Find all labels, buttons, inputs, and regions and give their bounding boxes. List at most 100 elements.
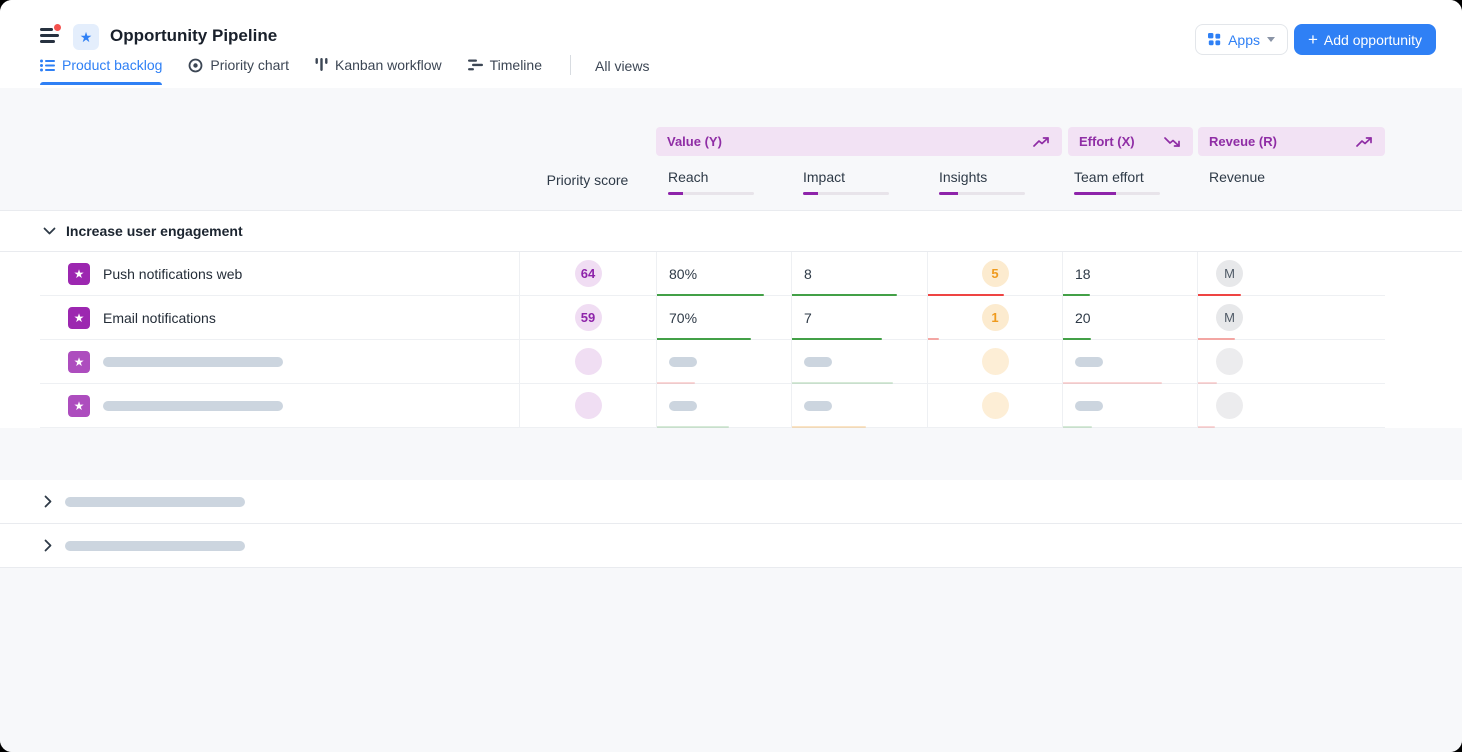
all-views-link[interactable]: All views — [595, 55, 649, 74]
impact-cell[interactable] — [791, 384, 927, 427]
app-window: ★ Opportunity Pipeline Apps + Add opport… — [0, 0, 1462, 752]
item-name: Email notifications — [103, 310, 216, 326]
revenue-cell[interactable]: M — [1197, 252, 1385, 295]
add-opportunity-button[interactable]: + Add opportunity — [1294, 24, 1436, 55]
impact-value-bar — [792, 426, 927, 429]
apps-grid-icon — [1208, 33, 1221, 46]
tabs-divider — [570, 55, 571, 75]
notification-dot — [53, 23, 62, 32]
tab-label: Priority chart — [210, 57, 289, 73]
team-effort-cell[interactable]: 18 — [1062, 252, 1197, 295]
skeleton-score-badge — [575, 392, 602, 419]
collapsed-group-row[interactable] — [0, 524, 1462, 568]
priority-score-cell — [519, 384, 656, 427]
impact-cell[interactable]: 7 — [791, 296, 927, 339]
item-star-icon: ★ — [68, 395, 90, 417]
reach-cell[interactable]: 70% — [656, 296, 791, 339]
column-group-revenue[interactable]: Reveue (R) — [1198, 127, 1385, 156]
revenue-badge: M — [1216, 260, 1243, 287]
skeleton-name-bar — [103, 357, 283, 367]
column-header-priority-score[interactable]: Priority score — [519, 172, 656, 188]
tab-kanban-workflow[interactable]: Kanban workflow — [315, 55, 442, 85]
group-name: Increase user engagement — [66, 223, 243, 239]
skeleton-insights-badge — [982, 392, 1009, 419]
tab-timeline[interactable]: Timeline — [468, 55, 542, 85]
skeleton-group-name-bar — [65, 497, 245, 507]
impact-value: 7 — [804, 310, 812, 326]
revenue-cell[interactable] — [1197, 384, 1385, 427]
item-name-cell[interactable]: ★ Email notifications — [40, 296, 519, 339]
team-effort-cell[interactable]: 20 — [1062, 296, 1197, 339]
item-name-cell[interactable]: ★ Push notifications web — [40, 252, 519, 295]
kanban-icon — [315, 58, 328, 72]
column-header-insights[interactable]: Insights — [939, 169, 1025, 195]
revenue-cell[interactable]: M — [1197, 296, 1385, 339]
items-table: ★ Push notifications web 64 80% 8 5 18 — [40, 252, 1385, 428]
collapsed-group-row[interactable] — [0, 480, 1462, 524]
weight-bar — [668, 192, 754, 195]
workspace-star-icon[interactable]: ★ — [73, 24, 99, 50]
column-header-reach[interactable]: Reach — [668, 169, 754, 195]
insights-badge: 5 — [982, 260, 1009, 287]
tab-product-backlog[interactable]: Product backlog — [40, 55, 162, 85]
impact-cell[interactable] — [791, 340, 927, 383]
apps-button[interactable]: Apps — [1195, 24, 1288, 55]
insights-cell[interactable]: 5 — [927, 252, 1062, 295]
skeleton-group-name-bar — [65, 541, 245, 551]
timeline-icon — [468, 59, 483, 71]
item-name: Push notifications web — [103, 266, 242, 282]
priority-score-cell: 64 — [519, 252, 656, 295]
skeleton-value-pill — [669, 357, 697, 367]
chevron-right-icon — [44, 495, 52, 508]
group-header-row[interactable]: Increase user engagement — [0, 210, 1462, 252]
trend-up-icon — [1356, 136, 1374, 148]
priority-score-cell — [519, 340, 656, 383]
table-row-skeleton: ★ — [40, 384, 1385, 428]
item-star-icon: ★ — [68, 307, 90, 329]
reach-value: 80% — [669, 266, 697, 282]
insights-cell[interactable] — [927, 384, 1062, 427]
column-group-label: Effort (X) — [1079, 134, 1135, 149]
item-name-cell[interactable]: ★ — [40, 340, 519, 383]
revenue-cell[interactable] — [1197, 340, 1385, 383]
tab-priority-chart[interactable]: Priority chart — [188, 55, 289, 85]
insights-cell[interactable] — [927, 340, 1062, 383]
column-group-effort[interactable]: Effort (X) — [1068, 127, 1193, 156]
weight-bar — [803, 192, 889, 195]
tab-label: Kanban workflow — [335, 57, 442, 73]
priority-score-cell: 59 — [519, 296, 656, 339]
reach-cell[interactable] — [656, 384, 791, 427]
weight-bar — [939, 192, 1025, 195]
top-bar: ★ Opportunity Pipeline Apps + Add opport… — [0, 0, 1462, 55]
team-effort-cell[interactable] — [1062, 384, 1197, 427]
item-star-icon: ★ — [68, 263, 90, 285]
team-effort-value-bar — [1063, 426, 1197, 429]
skeleton-name-bar — [103, 401, 283, 411]
reach-cell[interactable] — [656, 340, 791, 383]
skeleton-value-pill — [804, 401, 832, 411]
column-header-impact[interactable]: Impact — [803, 169, 889, 195]
tab-label: Timeline — [490, 57, 542, 73]
skeleton-value-pill — [1075, 401, 1103, 411]
reach-cell[interactable]: 80% — [656, 252, 791, 295]
item-name-cell[interactable]: ★ — [40, 384, 519, 427]
team-effort-value: 20 — [1075, 310, 1091, 326]
skeleton-value-pill — [1075, 357, 1103, 367]
page-title: Opportunity Pipeline — [110, 26, 277, 46]
insights-cell[interactable]: 1 — [927, 296, 1062, 339]
insights-badge: 1 — [982, 304, 1009, 331]
table-row: ★ Push notifications web 64 80% 8 5 18 — [40, 252, 1385, 296]
weight-bar — [1074, 192, 1160, 195]
column-group-value[interactable]: Value (Y) — [656, 127, 1062, 156]
column-header-revenue[interactable]: Revenue — [1209, 169, 1265, 192]
chevron-down-icon — [43, 227, 56, 235]
revenue-value-bar — [1198, 426, 1385, 429]
item-star-icon: ★ — [68, 351, 90, 373]
hamburger-menu-icon[interactable] — [40, 28, 62, 44]
skeleton-insights-badge — [982, 348, 1009, 375]
impact-cell[interactable]: 8 — [791, 252, 927, 295]
column-header-team-effort[interactable]: Team effort — [1074, 169, 1160, 195]
trend-down-icon — [1164, 136, 1182, 148]
team-effort-cell[interactable] — [1062, 340, 1197, 383]
table-row: ★ Email notifications 59 70% 7 1 20 — [40, 296, 1385, 340]
